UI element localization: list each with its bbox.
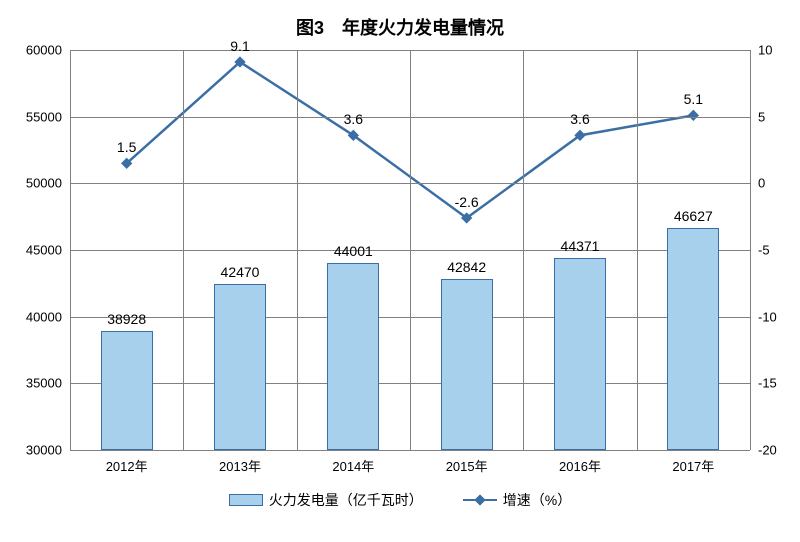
line-value-label: 3.6	[344, 111, 363, 127]
bar-value-label: 44001	[334, 243, 373, 259]
y1-tick-label: 45000	[26, 243, 62, 258]
y1-tick-label: 60000	[26, 43, 62, 58]
bar	[214, 284, 266, 450]
x-gridline	[70, 50, 71, 450]
chart-title: 图3 年度火力发电量情况	[0, 14, 800, 40]
line-marker	[688, 110, 699, 121]
chart-container: 图3 年度火力发电量情况 300003500040000450005000055…	[0, 0, 800, 542]
x-gridline	[637, 50, 638, 450]
x-gridline	[410, 50, 411, 450]
y1-tick-label: 35000	[26, 376, 62, 391]
x-gridline	[750, 50, 751, 450]
x-gridline	[183, 50, 184, 450]
x-tick-label: 2015年	[446, 456, 488, 475]
line-value-label: -2.6	[455, 194, 479, 210]
line-value-label: 5.1	[684, 91, 703, 107]
bar	[554, 258, 606, 450]
legend-item-line: 增速（%）	[463, 490, 571, 510]
line-value-label: 3.6	[570, 111, 589, 127]
bar-value-label: 42470	[221, 264, 260, 280]
plot-area: 30000350004000045000500005500060000-20-1…	[70, 50, 750, 450]
line-value-label: 9.1	[230, 38, 249, 54]
legend-item-bars: 火力发电量（亿千瓦时）	[229, 490, 423, 510]
x-tick-label: 2017年	[672, 456, 714, 475]
x-tick-label: 2014年	[332, 456, 374, 475]
legend: 火力发电量（亿千瓦时） 增速（%）	[0, 490, 800, 510]
y2-tick-label: -20	[758, 443, 777, 458]
y2-tick-label: -15	[758, 376, 777, 391]
x-tick-label: 2012年	[106, 456, 148, 475]
bar-value-label: 38928	[107, 311, 146, 327]
y2-tick-label: -10	[758, 309, 777, 324]
x-gridline	[297, 50, 298, 450]
x-tick-label: 2016年	[559, 456, 601, 475]
bar	[327, 263, 379, 450]
bar	[667, 228, 719, 450]
bar-value-label: 44371	[561, 238, 600, 254]
legend-bar-swatch	[229, 494, 263, 506]
line-value-label: 1.5	[117, 139, 136, 155]
y2-tick-label: 0	[758, 176, 765, 191]
y2-tick-label: -5	[758, 243, 770, 258]
x-tick-label: 2013年	[219, 456, 261, 475]
bar-value-label: 42842	[447, 259, 486, 275]
y-gridline	[70, 450, 750, 451]
legend-line-label: 增速（%）	[503, 490, 571, 510]
y1-tick-label: 40000	[26, 309, 62, 324]
bar	[441, 279, 493, 450]
y1-tick-label: 30000	[26, 443, 62, 458]
legend-line-swatch	[463, 499, 497, 501]
legend-bar-label: 火力发电量（亿千瓦时）	[269, 490, 423, 510]
bar	[101, 331, 153, 450]
y2-tick-label: 10	[758, 43, 772, 58]
bar-value-label: 46627	[674, 208, 713, 224]
y1-tick-label: 55000	[26, 109, 62, 124]
x-gridline	[523, 50, 524, 450]
y2-tick-label: 5	[758, 109, 765, 124]
y1-tick-label: 50000	[26, 176, 62, 191]
